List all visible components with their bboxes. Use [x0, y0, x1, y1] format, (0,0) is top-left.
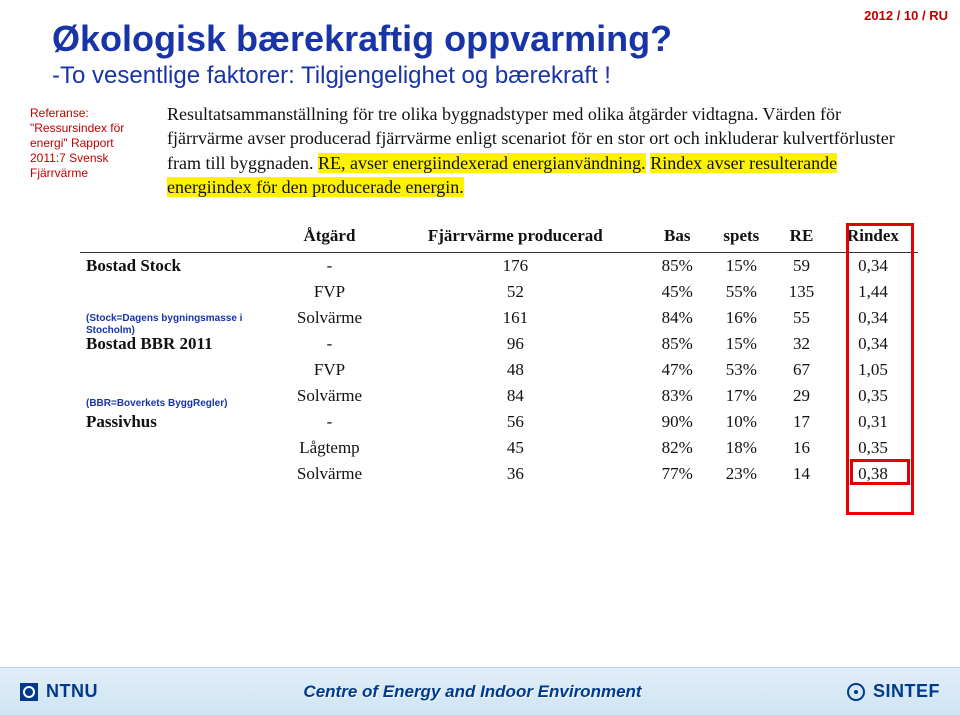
table-row: FVP5245%55%1351,44: [80, 279, 918, 305]
cell-re: 29: [775, 383, 828, 409]
cell-bas: 85%: [647, 331, 708, 357]
cell-atgard: Solvärme: [275, 305, 384, 331]
th-atgard: Åtgärd: [275, 223, 384, 253]
cell-fjarrvarme: 96: [384, 331, 647, 357]
reference-box: Referanse: "Ressursindex för energi" Rap…: [30, 106, 134, 181]
ntnu-text: NTNU: [46, 681, 98, 702]
cell-section: Passivhus: [80, 409, 275, 435]
table-row: Bostad Stock-17685%15%590,34: [80, 253, 918, 280]
cell-re: 32: [775, 331, 828, 357]
cell-bas: 85%: [647, 253, 708, 280]
cell-spets: 10%: [708, 409, 775, 435]
cell-bas: 83%: [647, 383, 708, 409]
cell-atgard: -: [275, 409, 384, 435]
cell-rindex: 0,38: [828, 461, 918, 487]
cell-rindex: 0,35: [828, 383, 918, 409]
cell-atgard: FVP: [275, 357, 384, 383]
th-spets: spets: [708, 223, 775, 253]
content-area: Referanse: "Ressursindex för energi" Rap…: [0, 94, 960, 487]
ntnu-brand: NTNU: [20, 681, 98, 702]
cell-bas: 90%: [647, 409, 708, 435]
cell-bas: 82%: [647, 435, 708, 461]
cell-re: 67: [775, 357, 828, 383]
cell-bas: 45%: [647, 279, 708, 305]
cell-spets: 15%: [708, 331, 775, 357]
cell-fjarrvarme: 176: [384, 253, 647, 280]
cell-fjarrvarme: 48: [384, 357, 647, 383]
footer: NTNU Centre of Energy and Indoor Environ…: [0, 667, 960, 715]
cell-fjarrvarme: 45: [384, 435, 647, 461]
scan-description: Resultatsammanställning för tre olika by…: [167, 102, 912, 199]
cell-rindex: 0,35: [828, 435, 918, 461]
sintef-logo-icon: [847, 683, 865, 701]
title-block: Økologisk bærekraftig oppvarming? -To ve…: [0, 0, 960, 94]
th-rindex: Rindex: [828, 223, 918, 253]
note-stock: (Stock=Dagens bygningsmasse i Stocholm): [86, 313, 258, 336]
reference-label: Referanse:: [30, 106, 89, 120]
table-header-row: Åtgärd Fjärrvärme producerad Bas spets R…: [80, 223, 918, 253]
cell-atgard: FVP: [275, 279, 384, 305]
note-bbr: (BBR=Boverkets ByggRegler): [86, 398, 227, 409]
ntnu-logo-icon: [20, 683, 38, 701]
cell-fjarrvarme: 36: [384, 461, 647, 487]
cell-re: 55: [775, 305, 828, 331]
cell-spets: 16%: [708, 305, 775, 331]
data-table: Åtgärd Fjärrvärme producerad Bas spets R…: [80, 223, 918, 487]
th-section: [80, 223, 275, 253]
cell-spets: 53%: [708, 357, 775, 383]
cell-section: [80, 435, 275, 461]
cell-re: 59: [775, 253, 828, 280]
page-title: Økologisk bærekraftig oppvarming?: [52, 18, 924, 60]
cell-section: [80, 279, 275, 305]
cell-spets: 55%: [708, 279, 775, 305]
cell-atgard: Solvärme: [275, 461, 384, 487]
th-re: RE: [775, 223, 828, 253]
cell-atgard: -: [275, 253, 384, 280]
table-row: Solvärme3677%23%140,38: [80, 461, 918, 487]
sintef-brand: SINTEF: [847, 681, 940, 702]
cell-atgard: Solvärme: [275, 383, 384, 409]
table-row: FVP4847%53%671,05: [80, 357, 918, 383]
cell-re: 135: [775, 279, 828, 305]
cell-fjarrvarme: 84: [384, 383, 647, 409]
cell-rindex: 1,44: [828, 279, 918, 305]
th-bas: Bas: [647, 223, 708, 253]
cell-fjarrvarme: 52: [384, 279, 647, 305]
reference-body: "Ressursindex för energi" Rapport 2011:7…: [30, 121, 124, 180]
cell-rindex: 0,34: [828, 331, 918, 357]
th-fjarrvarme: Fjärrvärme producerad: [384, 223, 647, 253]
cell-rindex: 0,31: [828, 409, 918, 435]
cell-spets: 17%: [708, 383, 775, 409]
cell-bas: 84%: [647, 305, 708, 331]
cell-bas: 47%: [647, 357, 708, 383]
cell-re: 16: [775, 435, 828, 461]
cell-rindex: 0,34: [828, 253, 918, 280]
cell-spets: 18%: [708, 435, 775, 461]
table-body: Bostad Stock-17685%15%590,34FVP5245%55%1…: [80, 253, 918, 488]
cell-section: Bostad Stock: [80, 253, 275, 280]
cell-spets: 15%: [708, 253, 775, 280]
cell-section: [80, 461, 275, 487]
table-wrap: (Stock=Dagens bygningsmasse i Stocholm) …: [80, 223, 918, 487]
footer-center-text: Centre of Energy and Indoor Environment: [303, 682, 641, 702]
cell-fjarrvarme: 161: [384, 305, 647, 331]
table-row: Lågtemp4582%18%160,35: [80, 435, 918, 461]
slide-number: 2012 / 10 / RU: [864, 8, 948, 23]
cell-atgard: -: [275, 331, 384, 357]
cell-spets: 23%: [708, 461, 775, 487]
scan-desc-hl1: RE, avser energiindexerad energianvändni…: [318, 153, 646, 173]
cell-fjarrvarme: 56: [384, 409, 647, 435]
cell-bas: 77%: [647, 461, 708, 487]
cell-rindex: 1,05: [828, 357, 918, 383]
sintef-text: SINTEF: [873, 681, 940, 702]
cell-rindex: 0,34: [828, 305, 918, 331]
cell-atgard: Lågtemp: [275, 435, 384, 461]
page-subtitle: -To vesentlige faktorer: Tilgjengelighet…: [52, 62, 924, 90]
cell-re: 14: [775, 461, 828, 487]
table-row: Passivhus-5690%10%170,31: [80, 409, 918, 435]
cell-section: [80, 357, 275, 383]
cell-re: 17: [775, 409, 828, 435]
